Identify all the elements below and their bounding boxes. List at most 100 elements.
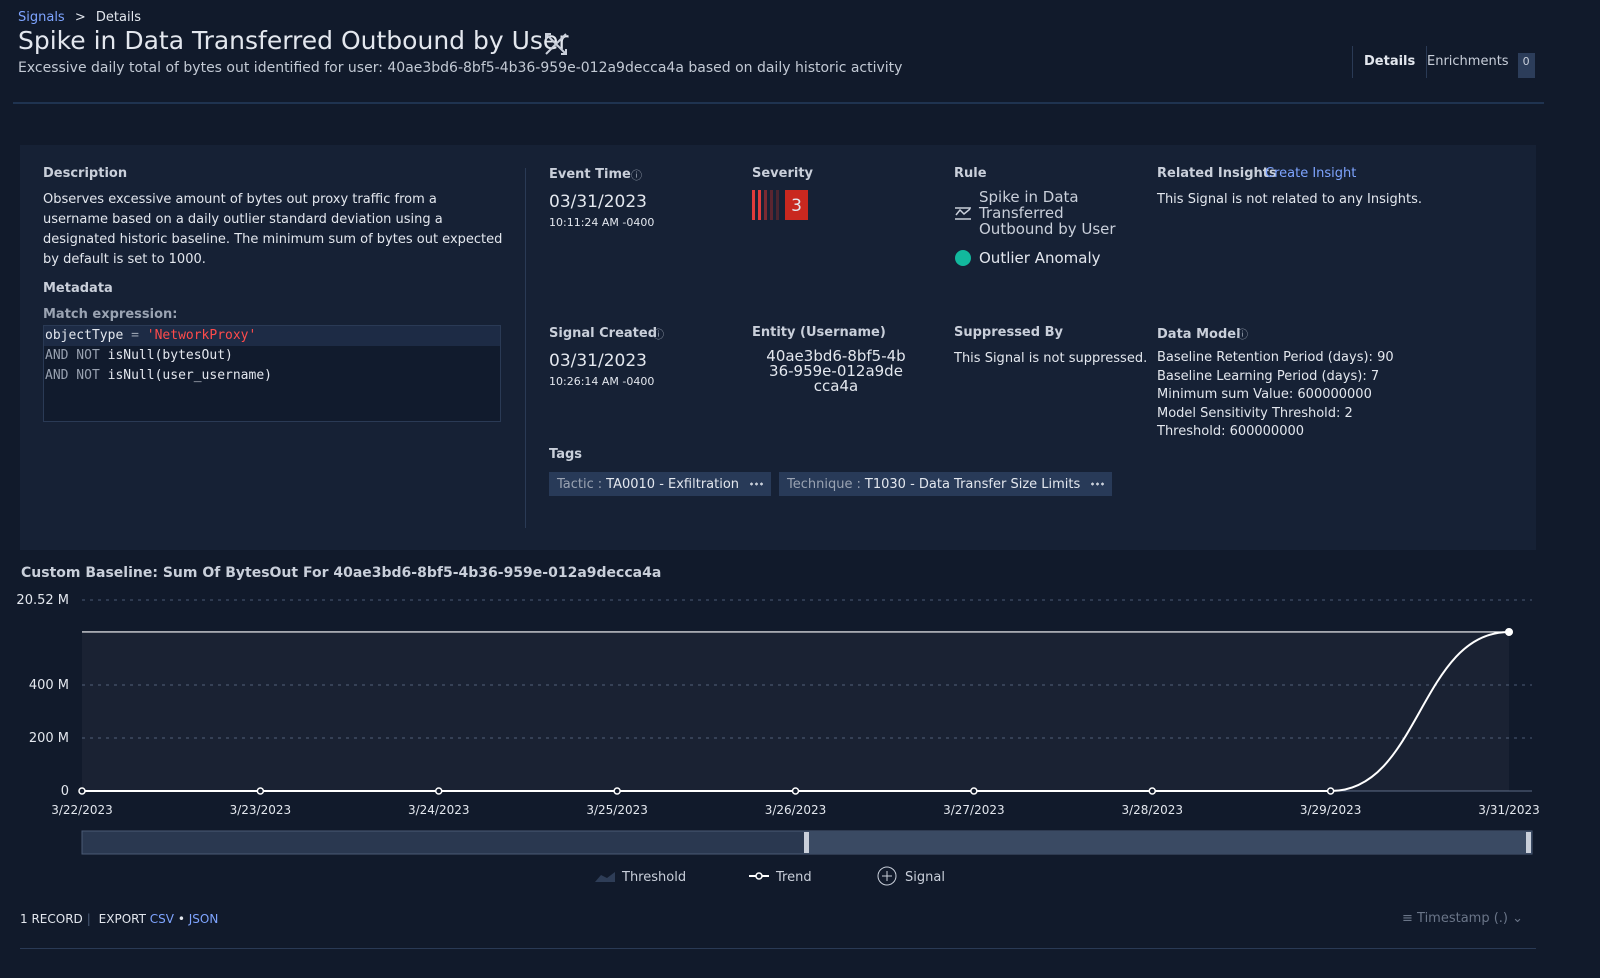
code-token: AND NOT <box>45 348 100 363</box>
subtitle: Excessive daily total of bytes out ident… <box>18 60 903 76</box>
legend-label: Trend <box>775 870 812 885</box>
y-tick-label: 20.52 M <box>16 593 69 608</box>
code-line: AND NOT isNull(bytesOut) <box>44 346 500 366</box>
code-token: isNull(user_username) <box>107 368 272 383</box>
data-model-item: Minimum sum Value: 600000000 <box>1157 387 1372 402</box>
tag-menu[interactable] <box>1090 482 1105 486</box>
tag-value: T1030 - Data Transfer Size Limits <box>864 476 1081 492</box>
legend-swatch <box>877 866 897 886</box>
tag[interactable]: Technique: T1030 - Data Transfer Size Lim… <box>779 472 1113 496</box>
label: Severity <box>752 166 814 181</box>
rule-icon <box>955 207 971 220</box>
title: Spike in Data Transferred Outbound by Us… <box>18 26 569 55</box>
label: Event Time <box>549 167 631 182</box>
tag-menu[interactable] <box>749 482 764 486</box>
data-model-item: Baseline Learning Period (days): 7 <box>1157 368 1380 384</box>
sort-control[interactable]: ≡ Timestamp (.) ⌄ <box>1402 911 1524 926</box>
tab-details[interactable]: Details <box>1352 46 1428 78</box>
trend-point <box>791 787 800 795</box>
x-tick-label: 3/28/2023 <box>1121 803 1183 817</box>
info-icon: ⓘ <box>631 169 642 182</box>
x-tick-label: 3/25/2023 <box>586 803 648 817</box>
range-handle[interactable] <box>804 832 809 853</box>
info-icon: ⓘ <box>1237 328 1248 341</box>
chart-title: Custom Baseline: Sum Of BytesOut For 40a… <box>21 565 661 581</box>
x-tick-label: 3/31/2023 <box>1478 803 1540 817</box>
tag-value: TA0010 - Exfiltration <box>606 476 740 492</box>
sort-label: Timestamp (.) <box>1417 911 1509 926</box>
legend-swatch <box>882 871 892 881</box>
time: 10:11:24 AM -0400 <box>549 216 655 229</box>
entity-value[interactable]: 40ae3bd6-8bf5-4b36-959e-012a9decca4a <box>766 347 906 395</box>
x-tick-label: 3/26/2023 <box>765 803 827 817</box>
label: Entity (Username) <box>752 325 886 340</box>
legend-swatch <box>595 872 615 882</box>
label: Tags <box>549 447 583 462</box>
x-tick-label: 3/24/2023 <box>408 803 470 817</box>
label: Signal Created <box>549 326 658 341</box>
chart: Custom Baseline: Sum Of BytesOut For 40a… <box>16 565 1540 886</box>
export-csv[interactable]: CSV <box>149 912 174 926</box>
y-tick-label: 0 <box>61 784 69 799</box>
code-token: objectType <box>45 328 124 343</box>
text: This Signal is not related to any Insigh… <box>1157 192 1422 207</box>
tag-list: Tactic: TA0010 - Exfiltration Technique: T1… <box>549 472 1113 496</box>
date: 03/31/2023 <box>549 192 647 212</box>
code-token: AND NOT <box>45 368 100 383</box>
x-tick-label: 3/22/2023 <box>51 803 113 817</box>
breadcrumb: Signals > Details <box>18 10 141 25</box>
record-count: 1 RECORD <box>20 912 83 926</box>
breadcrumb-link[interactable]: Signals <box>18 10 65 25</box>
trend-point <box>78 787 86 795</box>
export-label: EXPORT <box>98 912 146 926</box>
severity-icon <box>752 190 808 220</box>
x-tick-label: 3/23/2023 <box>230 803 292 817</box>
divider <box>20 948 1536 949</box>
tag-key: Tactic <box>557 476 594 492</box>
tag[interactable]: Tactic: TA0010 - Exfiltration <box>549 472 772 496</box>
data-model-list: Baseline Retention Period (days): 90 Base… <box>1157 349 1394 442</box>
y-tick-label: 400 M <box>29 678 69 693</box>
rule-icon <box>545 33 567 55</box>
code-line: AND NOT isNull(user_username) <box>44 366 500 386</box>
tab-label: Enrichments <box>1427 54 1509 69</box>
range-handle[interactable] <box>1526 832 1531 853</box>
code-box: objectType = 'NetworkProxy' AND NOT isNu… <box>43 325 501 422</box>
divider <box>13 102 1544 104</box>
code-token: isNull(bytesOut) <box>107 348 233 363</box>
export-json[interactable]: JSON <box>188 912 219 926</box>
severity-value: 3 <box>791 196 802 216</box>
x-tick-label: 3/29/2023 <box>1300 803 1362 817</box>
trend-point <box>613 787 621 795</box>
tag-key: Technique <box>787 476 853 492</box>
trend-point <box>970 787 978 795</box>
range-selection[interactable] <box>806 831 1532 854</box>
label: Metadata <box>43 281 113 296</box>
legend-label: Threshold <box>621 870 686 885</box>
label: Related Insights <box>1157 166 1277 181</box>
threshold-area <box>82 631 1509 791</box>
legend-swatch <box>755 872 763 880</box>
label: Description <box>43 166 128 181</box>
data-model-item: Threshold: 600000000 <box>1157 424 1305 439</box>
bullet: • <box>177 912 185 926</box>
code-line: objectType = 'NetworkProxy' <box>44 326 500 346</box>
tag-separator: : <box>856 476 861 492</box>
column-divider <box>525 168 526 528</box>
description: Observes excessive amount of bytes out p… <box>43 192 503 267</box>
data-model-item: Baseline Retention Period (days): 90 <box>1157 350 1394 365</box>
create-insight[interactable]: Create Insight <box>1265 166 1357 181</box>
trend-point <box>1326 787 1335 795</box>
text: This Signal is not suppressed. <box>954 351 1148 366</box>
info-icon: ⓘ <box>653 328 664 341</box>
tab-count: 0 <box>1517 53 1535 78</box>
code-token: = <box>131 328 139 343</box>
date: 03/31/2023 <box>549 351 647 371</box>
rule-name[interactable]: Spike in Data Transferred Outbound by Us… <box>979 188 1116 238</box>
breadcrumb-separator: > <box>74 10 86 25</box>
tab-enrichments[interactable]: Enrichments 0 <box>1427 46 1535 78</box>
trend-point <box>435 787 443 795</box>
anomaly-icon <box>955 250 971 266</box>
label: Rule <box>954 166 987 181</box>
